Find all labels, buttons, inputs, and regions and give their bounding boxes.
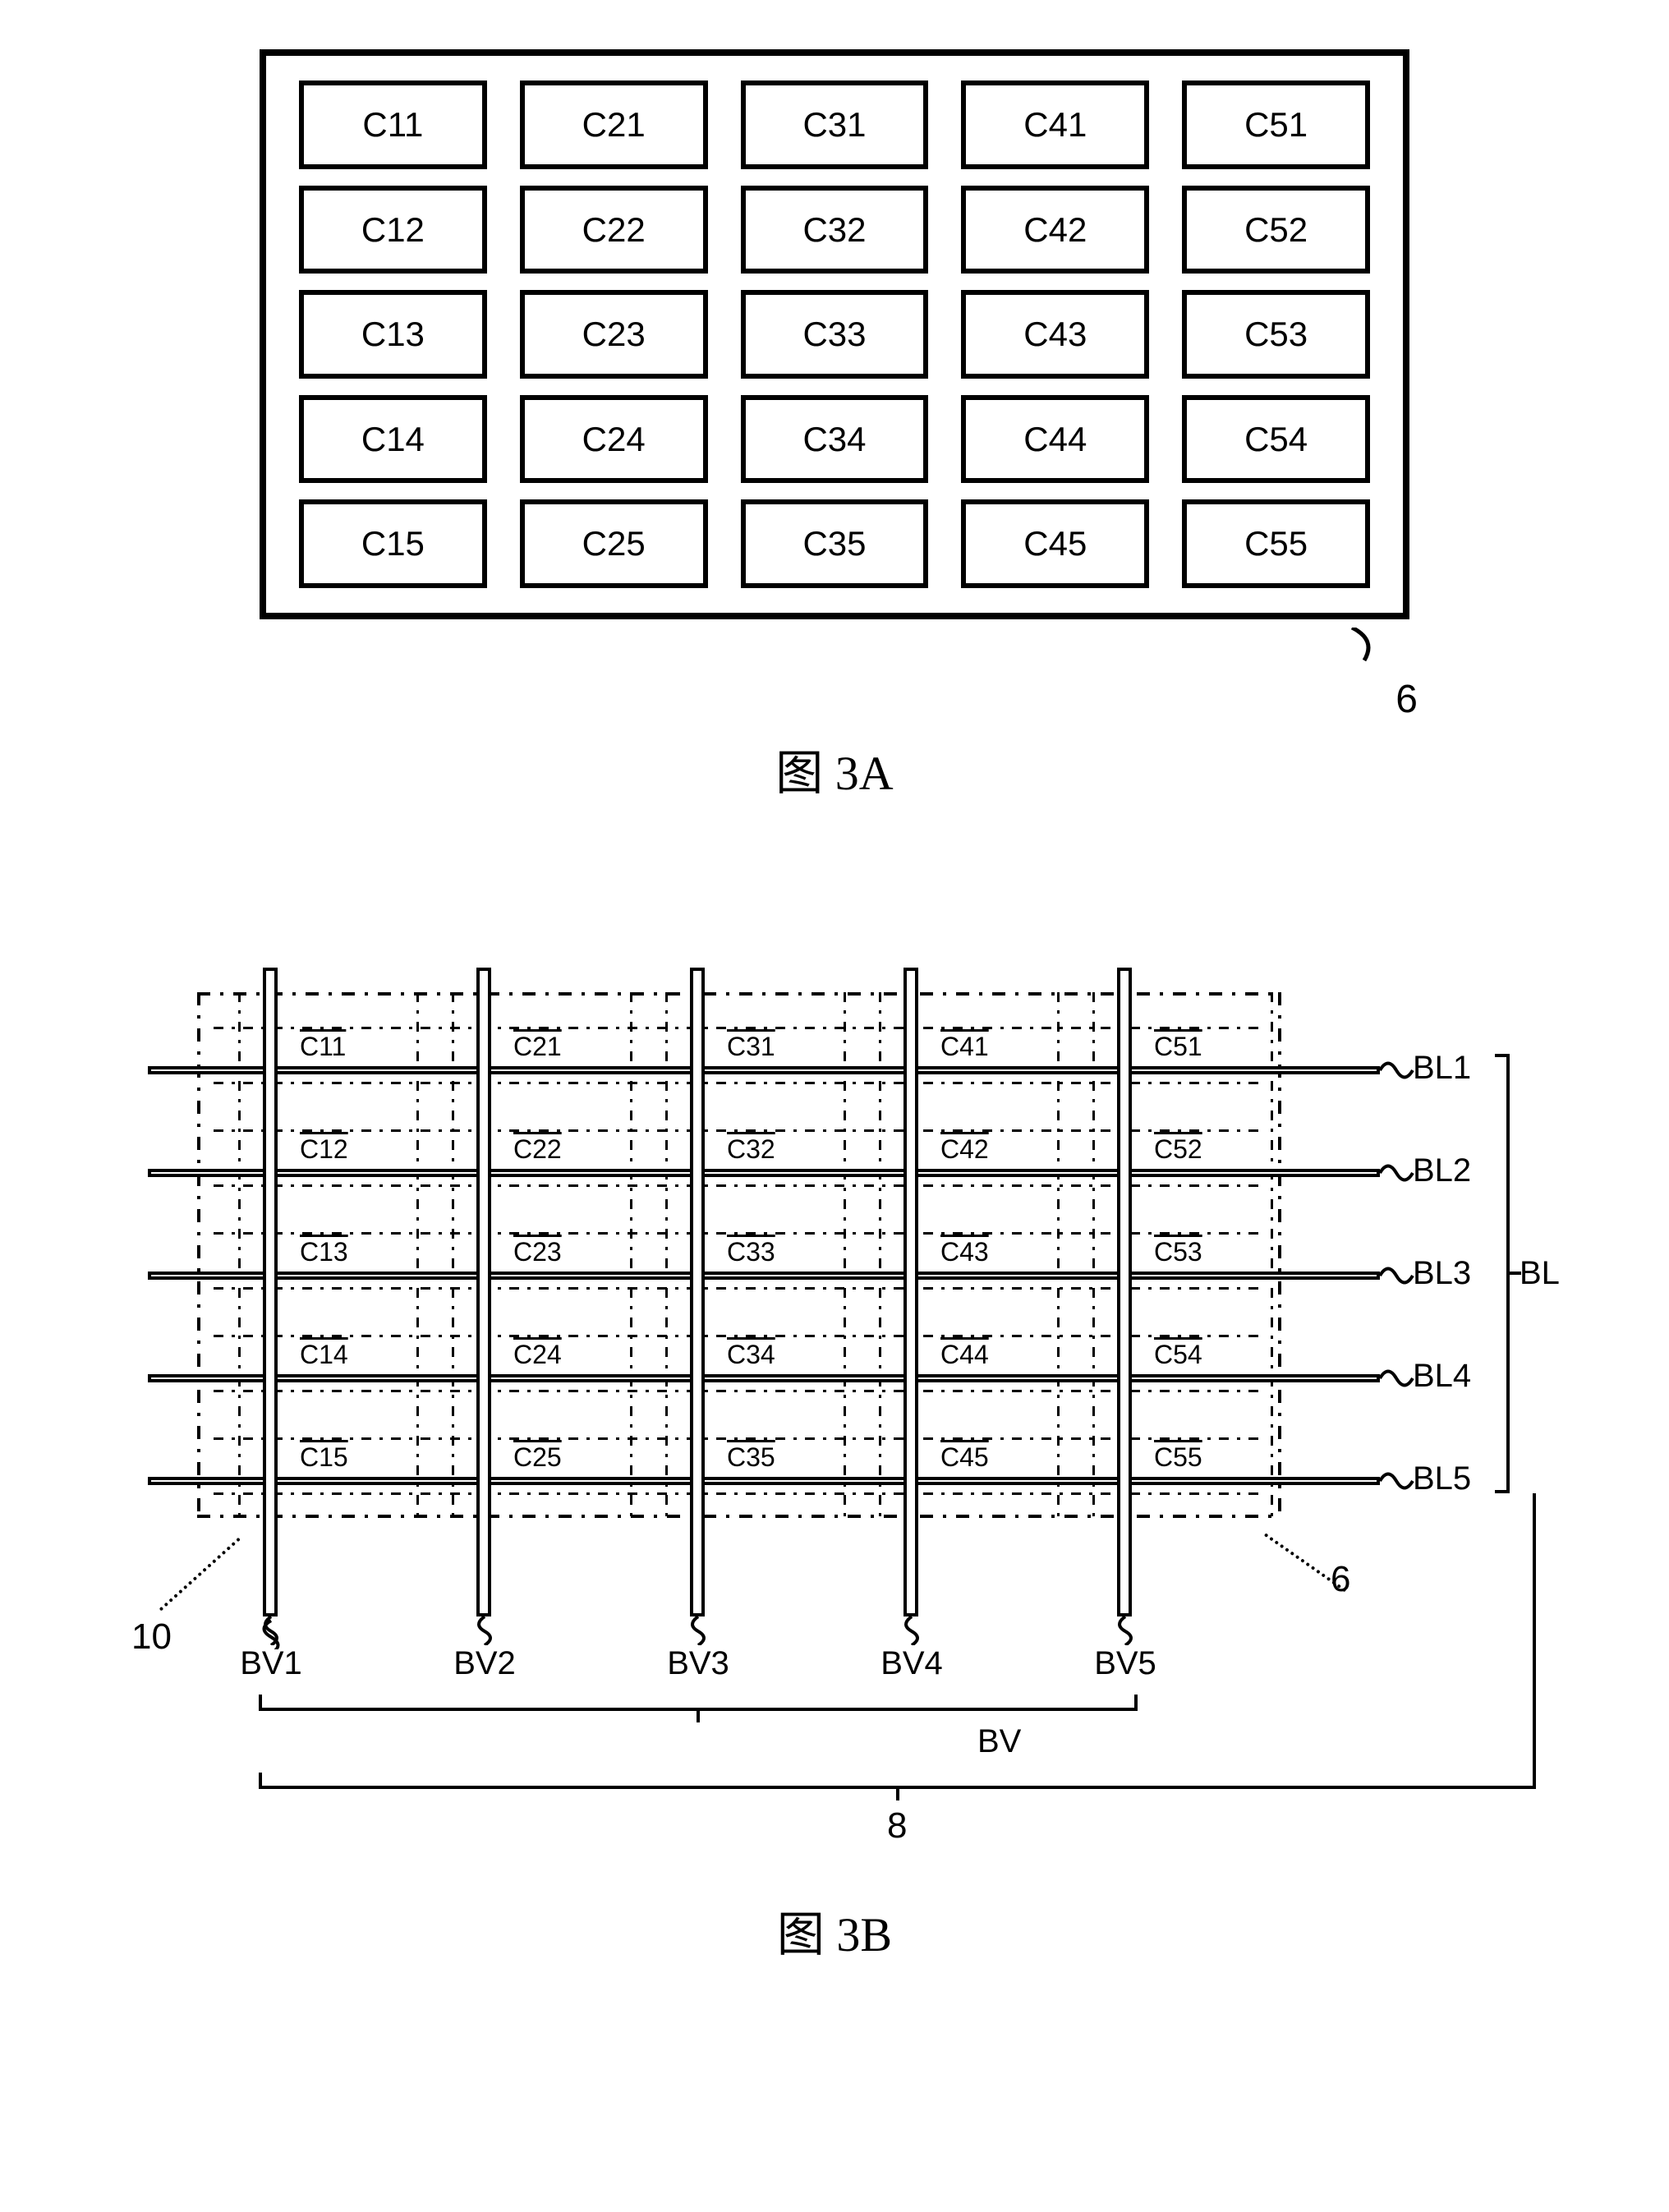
label-bl3: BL3 [1413,1255,1471,1292]
cell-c31: C31 [741,80,929,169]
cell-c44: C44 [961,395,1149,484]
b-label-c35: C35 [725,1444,777,1470]
b-label-c11: C11 [298,1033,347,1060]
b-label-c24: C24 [512,1341,563,1368]
fig3b-caption: 图 3B [99,1896,1570,1965]
bracket-8 [259,1773,1536,1789]
b-label-c45: C45 [939,1444,991,1470]
bar-bv5 [1117,968,1132,1616]
b-label-c33: C33 [725,1239,777,1265]
label-6: 6 [1331,1559,1350,1600]
fig3a-callout-6-number: 6 [1395,677,1418,722]
b-label-c54: C54 [1152,1341,1204,1368]
b-label-c43: C43 [939,1239,991,1265]
b-label-c14: C14 [298,1341,350,1368]
b-label-c21: C21 [512,1033,563,1060]
bar-bl2 [148,1169,1380,1177]
cell-c54: C54 [1182,395,1370,484]
cell-c14: C14 [299,395,487,484]
bar-bl1 [148,1066,1380,1074]
bracket-bv [259,1695,1138,1711]
b-label-c44: C44 [939,1341,991,1368]
b-label-c15: C15 [298,1444,350,1470]
bar-bl4 [148,1374,1380,1382]
cell-c23: C23 [520,290,708,379]
b-label-c12: C12 [298,1136,350,1162]
bar-bl3 [148,1272,1380,1280]
b-label-c42: C42 [939,1136,991,1162]
b-label-c13: C13 [298,1239,350,1265]
label-bv1: BV1 [230,1645,312,1682]
b-label-c25: C25 [512,1444,563,1470]
fig3a-caption: 图 3A [99,734,1570,803]
cell-c32: C32 [741,186,929,274]
label-10: 10 [131,1616,172,1658]
label-bv2: BV2 [444,1645,526,1682]
fig3a-callout-6: 6 [260,644,1409,718]
cell-c21: C21 [520,80,708,169]
bar-bv1 [263,968,278,1616]
b-label-c51: C51 [1152,1033,1204,1060]
label-bl4: BL4 [1413,1358,1471,1395]
b-label-c32: C32 [725,1136,777,1162]
cell-c22: C22 [520,186,708,274]
b-label-c53: C53 [1152,1239,1204,1265]
bracket-bl [1495,1054,1510,1493]
cell-c45: C45 [961,499,1149,588]
label-bv4: BV4 [871,1645,953,1682]
label-bl2: BL2 [1413,1152,1471,1189]
cell-c33: C33 [741,290,929,379]
cell-c34: C34 [741,395,929,484]
label-8: 8 [887,1805,907,1846]
cell-c25: C25 [520,499,708,588]
b-label-c41: C41 [939,1033,991,1060]
bar-bv4 [903,968,918,1616]
label-bl5: BL5 [1413,1460,1471,1497]
cell-c52: C52 [1182,186,1370,274]
b-label-c55: C55 [1152,1444,1204,1470]
bracket-8-right-ext [1533,1493,1536,1776]
cell-c11: C11 [299,80,487,169]
label-bl1: BL1 [1413,1050,1471,1087]
b-label-c22: C22 [512,1136,563,1162]
bar-bv3 [690,968,705,1616]
cell-c55: C55 [1182,499,1370,588]
fig3b-wrap: C11 C21 C31 C41 C51 C12 C22 C32 C42 C52 … [99,968,1577,1871]
label-bv-group: BV [977,1723,1021,1760]
cell-c15: C15 [299,499,487,588]
b-label-c31: C31 [725,1033,777,1060]
leader-10 [159,1537,241,1611]
b-label-c23: C23 [512,1239,563,1265]
label-bv5: BV5 [1084,1645,1166,1682]
cell-c24: C24 [520,395,708,484]
cell-c51: C51 [1182,80,1370,169]
fig3a-frame: C11 C21 C31 C41 C51 C12 C22 C32 C42 C52 … [260,49,1409,619]
cell-c43: C43 [961,290,1149,379]
cell-c41: C41 [961,80,1149,169]
label-bl-group: BL [1520,1255,1560,1292]
cell-c13: C13 [299,290,487,379]
label-bv3: BV3 [657,1645,739,1682]
bar-bv2 [476,968,491,1616]
cell-c12: C12 [299,186,487,274]
b-label-c34: C34 [725,1341,777,1368]
b-label-c52: C52 [1152,1136,1204,1162]
bar-bl5 [148,1477,1380,1485]
cell-c42: C42 [961,186,1149,274]
cell-c35: C35 [741,499,929,588]
cell-c53: C53 [1182,290,1370,379]
